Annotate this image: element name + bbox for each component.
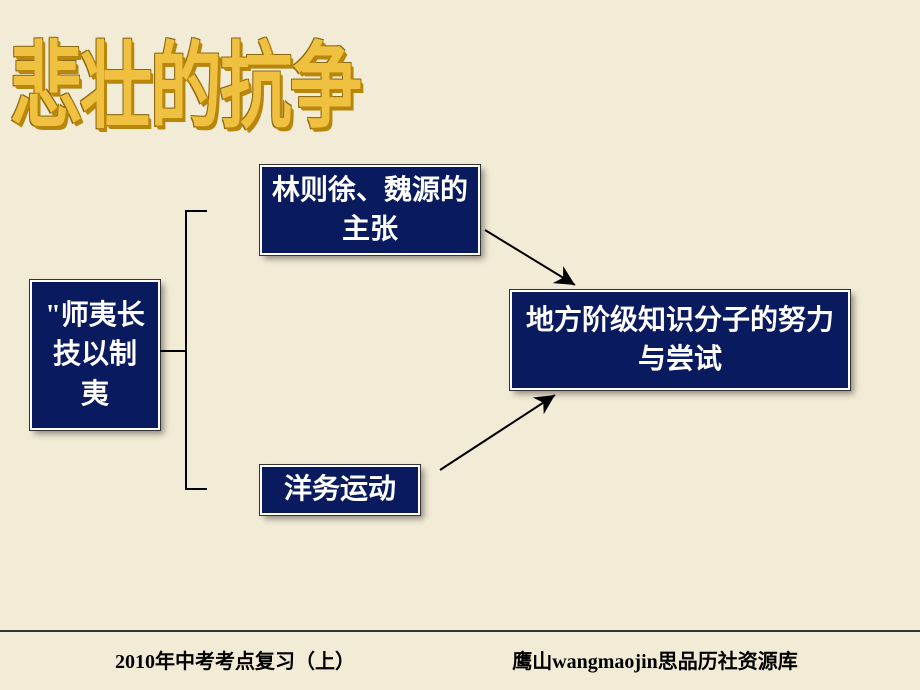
node-root: "师夷长 技以制夷 — [30, 280, 160, 430]
node-bottom: 洋务运动 — [260, 465, 420, 515]
arrow-top-to-right — [485, 230, 575, 285]
footer-left-text: 2010年中考考点复习（上） — [115, 645, 355, 674]
node-top: 林则徐、魏源的主张 — [260, 165, 480, 255]
arrow-bottom-to-right — [440, 395, 555, 470]
node-right: 地方阶级知识分子的努力与尝试 — [510, 290, 850, 390]
node-root-text: "师夷长 技以制夷 — [42, 296, 148, 414]
footer-right-text: 鹰山wangmaojin思品历社资源库 — [495, 645, 815, 674]
node-bottom-text: 洋务运动 — [284, 470, 396, 509]
bracket-stub — [160, 350, 185, 352]
footer-divider — [0, 630, 920, 632]
slide-title: 悲壮的抗争 — [10, 10, 360, 147]
node-top-text: 林则徐、魏源的主张 — [272, 171, 468, 249]
bracket-connector — [185, 210, 187, 490]
node-right-text: 地方阶级知识分子的努力与尝试 — [522, 301, 838, 379]
